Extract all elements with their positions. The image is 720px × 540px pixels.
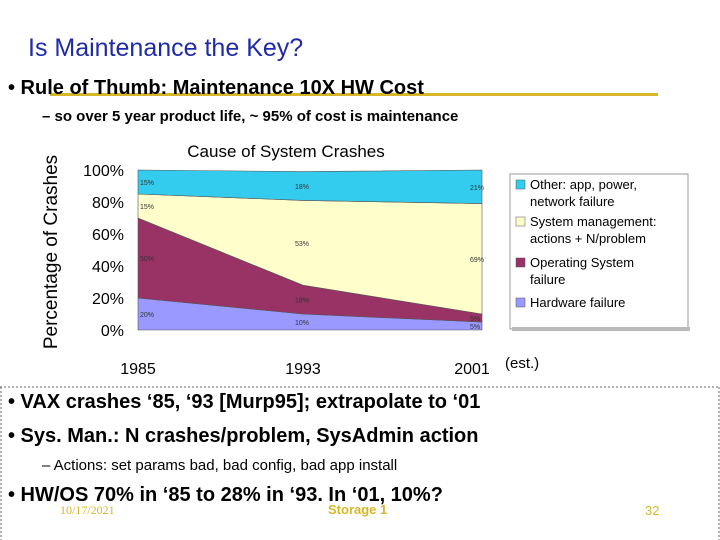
- chart-legend: Other: app, power, network failure System …: [509, 173, 690, 331]
- legend-label-3: Hardware failure: [530, 295, 625, 310]
- data-label-s1-1: 18%: [295, 298, 309, 305]
- y-tick-2: 40%: [92, 259, 124, 276]
- y-tick-3: 60%: [92, 227, 124, 244]
- legend-label-1: System management:: [530, 214, 656, 229]
- legend-swatch-0: [515, 179, 526, 190]
- y-tick-4: 80%: [92, 195, 124, 212]
- data-label-s1-0: 50%: [140, 256, 154, 263]
- data-label-s1-2: 5%: [470, 316, 480, 323]
- bullet-rule-of-thumb: • Rule of Thumb: Maintenance 10X HW Cost: [8, 77, 424, 99]
- data-label-s3-1: 18%: [295, 184, 309, 191]
- legend-label-1-line2: actions + N/problem: [530, 231, 646, 246]
- data-label-s3-0: 15%: [140, 180, 154, 187]
- legend-swatch-1: [515, 216, 526, 227]
- chart-y-axis-label: Percentage of Crashes: [41, 155, 62, 349]
- y-tick-0: 0%: [101, 323, 124, 340]
- data-label-s2-1: 53%: [295, 241, 309, 248]
- data-label-s0-0: 20%: [140, 312, 154, 319]
- data-label-s0-1: 10%: [295, 320, 309, 327]
- chart-axes: 0% 20% 40% 60% 80% 100% 1985 1993 2001: [83, 163, 490, 378]
- x-tick-0: 1985: [120, 361, 156, 378]
- data-label-s2-2: 69%: [470, 257, 484, 264]
- bullet-sys-man: • Sys. Man.: N crashes/problem, SysAdmin…: [8, 425, 479, 447]
- title-underline: [50, 93, 658, 96]
- slide-title: Is Maintenance the Key?: [28, 34, 304, 62]
- x-tick-1: 1993: [285, 361, 321, 378]
- y-tick-1: 20%: [92, 291, 124, 308]
- bullet-hw-os: • HW/OS 70% in ‘85 to 28% in ‘93. In ‘01…: [8, 484, 443, 506]
- legend-swatch-3: [515, 297, 526, 308]
- legend-swatch-2: [515, 257, 526, 268]
- chart-title: Cause of System Crashes: [187, 142, 384, 161]
- footer-date: 10/17/2021: [60, 503, 115, 517]
- chart-data-labels: 20% 10% 5% 50% 18% 5% 15% 53% 69% 15% 18% 21%: [140, 180, 484, 331]
- legend-shadow: [512, 327, 690, 331]
- y-tick-5: 100%: [83, 163, 124, 180]
- legend-label-2-line2: failure: [530, 272, 565, 287]
- area-series-3: [137, 169, 483, 204]
- data-label-s3-2: 21%: [470, 185, 484, 192]
- bullet-vax-crashes: • VAX crashes ‘85, ‘93 [Murp95]; extrapo…: [8, 391, 481, 413]
- data-label-s0-2: 5%: [470, 324, 480, 331]
- x-tick-2: 2001: [454, 361, 490, 378]
- footer-title: Storage 1: [328, 502, 388, 517]
- legend-label-0: Other: app, power,: [530, 177, 637, 192]
- legend-label-0-line2: network failure: [530, 194, 615, 209]
- chart-x-annotation: (est.): [505, 355, 539, 372]
- sub-bullet-actions: – Actions: set params bad, bad config, b…: [42, 457, 398, 474]
- data-label-s2-0: 15%: [140, 204, 154, 211]
- crash-cause-chart: 20% 10% 5% 50% 18% 5% 15% 53% 69% 15% 18% 21% 0% 20%…: [41, 142, 690, 378]
- legend-label-2: Operating System: [530, 255, 634, 270]
- chart-areas: [137, 169, 483, 331]
- sub-bullet-product-life: – so over 5 year product life, ~ 95% of …: [42, 108, 459, 125]
- footer-page-number: 32: [645, 503, 660, 518]
